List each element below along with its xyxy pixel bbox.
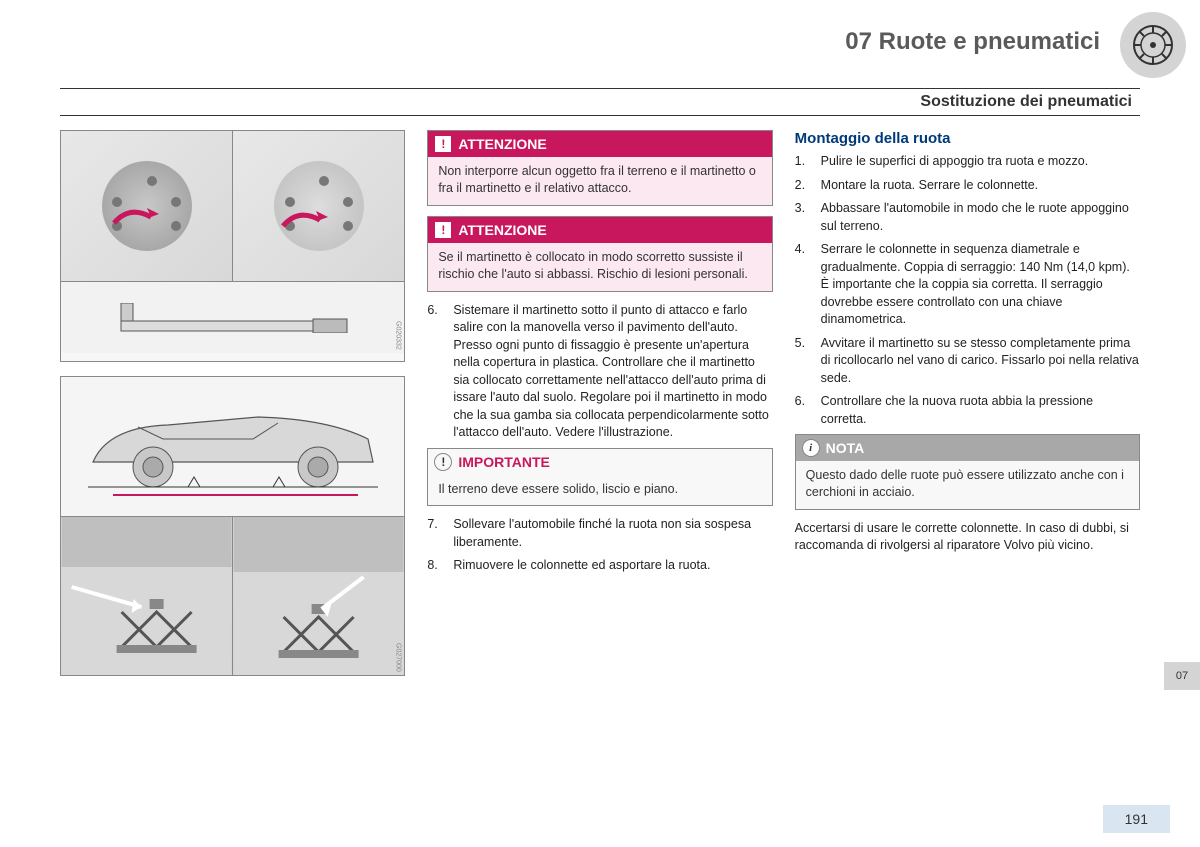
chapter-title: 07 Ruote e pneumatici: [845, 28, 1100, 56]
note-label: NOTA: [826, 440, 865, 456]
important-body: Il terreno deve essere solido, liscio e …: [428, 475, 771, 506]
warning-label: ATTENZIONE: [458, 136, 546, 152]
warning-body-2: Se il martinetto è collocato in modo sco…: [428, 243, 771, 291]
mount-step-2: 2.Montare la ruota. Serrare le colonnett…: [795, 177, 1140, 195]
info-icon: i: [802, 439, 820, 457]
column-middle: ! ATTENZIONE Non interporre alcun oggetto…: [427, 130, 772, 787]
content: G020332: [60, 130, 1140, 787]
callout-note: i NOTA Questo dado delle ruote può essere…: [795, 434, 1140, 510]
subtitle-bar: Sostituzione dei pneumatici: [60, 88, 1140, 116]
warning-label: ATTENZIONE: [458, 222, 546, 238]
page-number: 191: [1103, 805, 1170, 833]
figure-code-top: G020332: [394, 321, 401, 350]
mount-step-1: 1.Pulire le superfici di appoggio tra ru…: [795, 153, 1140, 171]
mount-step-5: 5.Avvitare il martinetto su se stesso co…: [795, 335, 1140, 388]
callout-warning-1: ! ATTENZIONE Non interporre alcun oggetto…: [427, 130, 772, 206]
warning-icon: !: [434, 135, 452, 153]
step-7: 7.Sollevare l'automobile finché la ruota…: [427, 516, 772, 551]
step-8: 8.Rimuovere le colonnette ed asportare l…: [427, 557, 772, 575]
mount-step-4: 4.Serrare le colonnette in sequenza diam…: [795, 241, 1140, 329]
note-body: Questo dado delle ruote può essere utili…: [796, 461, 1139, 509]
tire-icon: [1120, 12, 1186, 78]
warning-icon: !: [434, 221, 452, 239]
important-icon: !: [434, 453, 452, 471]
figure-wheel-removal: G020332: [60, 130, 405, 362]
callout-important: ! IMPORTANTE Il terreno deve essere solid…: [427, 448, 772, 507]
subtitle-text: Sostituzione dei pneumatici: [920, 93, 1132, 110]
warning-body-1: Non interporre alcun oggetto fra il terr…: [428, 157, 771, 205]
important-label: IMPORTANTE: [458, 454, 550, 470]
page-header: 07 Ruote e pneumatici: [0, 0, 1200, 78]
column-right: Montaggio della ruota 1.Pulire le superf…: [795, 130, 1140, 787]
figure-code-bottom: G027000: [394, 643, 401, 672]
mount-step-6: 6.Controllare che la nuova ruota abbia l…: [795, 393, 1140, 428]
side-tab: 07: [1164, 662, 1200, 690]
closing-paragraph: Accertarsi di usare le corrette colonnet…: [795, 520, 1140, 555]
mount-step-3: 3.Abbassare l'automobile in modo che le …: [795, 200, 1140, 235]
callout-warning-2: ! ATTENZIONE Se il martinetto è collocato…: [427, 216, 772, 292]
column-figures: G020332: [60, 130, 405, 787]
mounting-heading: Montaggio della ruota: [795, 130, 1140, 147]
figure-jack-points: G027000: [60, 376, 405, 676]
step-6: 6.Sistemare il martinetto sotto il punto…: [427, 302, 772, 442]
